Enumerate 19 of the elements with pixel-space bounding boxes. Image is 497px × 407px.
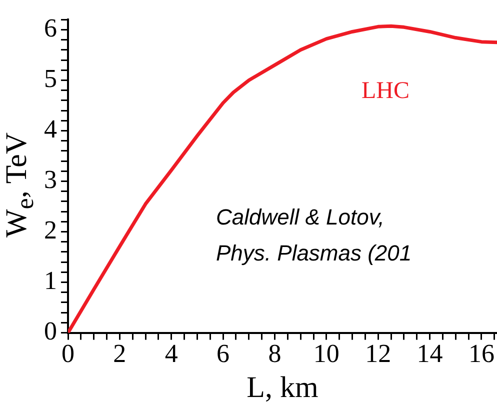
x-tick-label: 8 [268,339,282,368]
x-tick-label: 12 [365,339,392,368]
y-tick-label: 2 [44,216,57,245]
x-axis-title: L, km [246,370,318,404]
x-tick-label: 14 [416,339,443,368]
y-tick-label: 4 [44,114,57,144]
series-label: LHC [361,78,410,104]
y-tick-label: 0 [44,316,57,346]
x-tick-label: 2 [113,339,126,368]
x-tick-label: 16 [468,339,494,368]
x-tick-label: 4 [164,339,178,368]
y-tick-label: 5 [44,64,57,94]
annotation: Caldwell & Lotov, [216,204,384,230]
x-tick-label: 6 [216,339,230,368]
y-tick-label: 1 [44,266,57,296]
y-tick-label: 6 [44,14,57,43]
x-tick-label: 10 [313,339,340,368]
y-tick-label: 3 [44,165,57,194]
annotation: Phys. Plasmas (201 [216,240,412,266]
